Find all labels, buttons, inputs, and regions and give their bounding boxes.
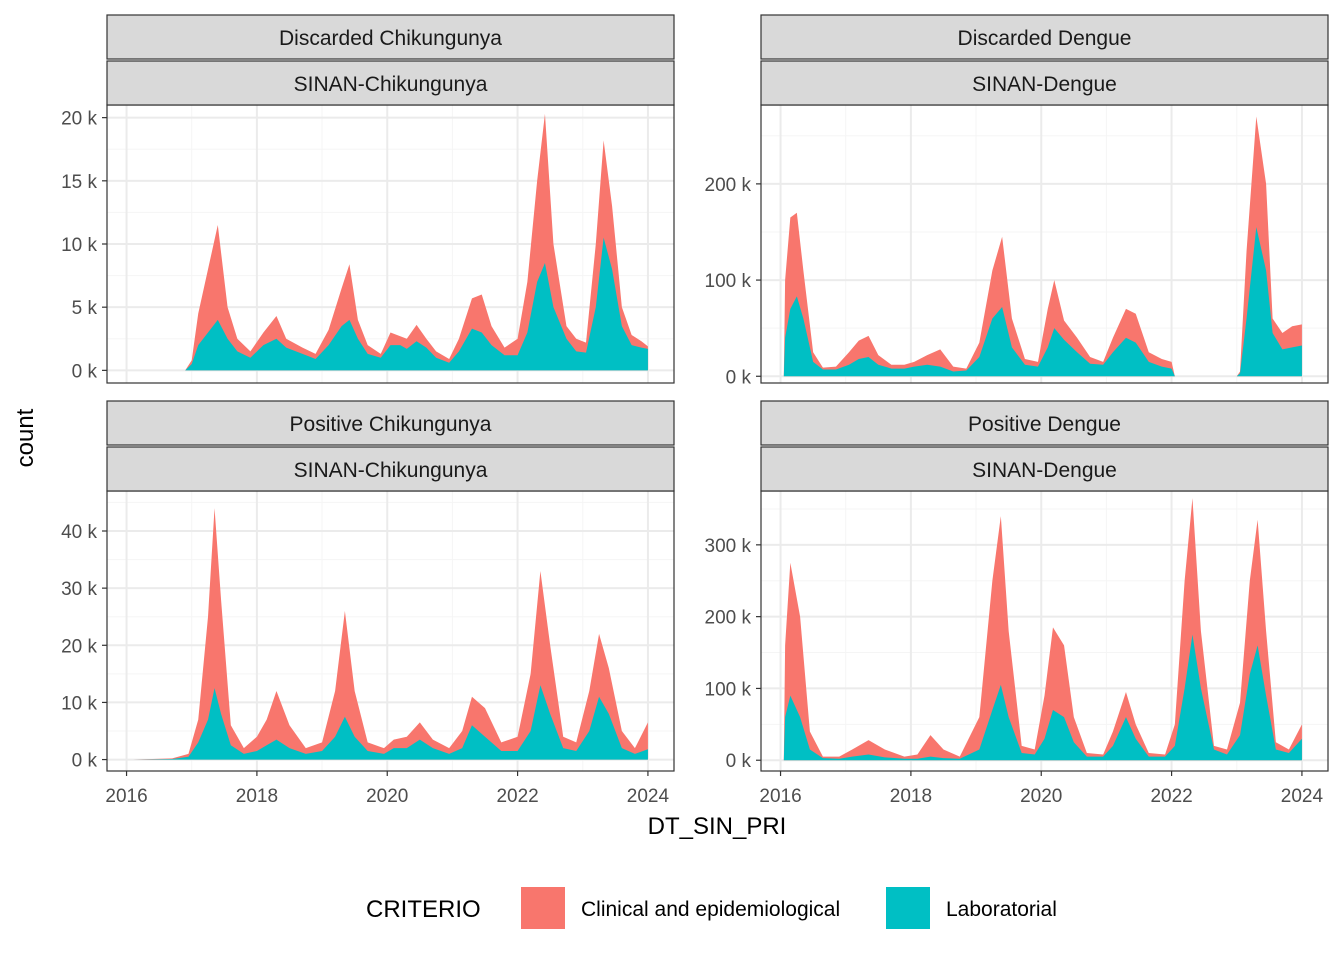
strip-top-label: Positive Chikungunya	[290, 413, 492, 436]
facet-panel: Discarded Chikungunya SINAN-Chikungunya 0 …	[61, 14, 675, 384]
y-axis-title: count	[12, 408, 39, 467]
x-tick-label: 2016	[759, 786, 801, 807]
y-tick-label: 40 k	[61, 522, 97, 543]
facet-panels: Discarded Chikungunya SINAN-Chikungunya 0 …	[61, 14, 1329, 807]
legend-key-clinical	[521, 887, 565, 929]
x-tick-label: 2024	[627, 786, 670, 807]
x-tick-label: 2020	[1020, 786, 1062, 807]
y-tick-label: 20 k	[61, 109, 97, 130]
y-tick-label: 10 k	[61, 693, 97, 714]
strip-top-background	[760, 400, 1329, 446]
x-tick-label: 2018	[236, 786, 278, 807]
x-tick-label: 2024	[1281, 786, 1324, 807]
y-tick-label: 100 k	[705, 679, 752, 700]
x-tick-label: 2020	[366, 786, 408, 807]
y-tick-label: 0 k	[726, 367, 752, 388]
strip-top-background	[106, 14, 675, 60]
strip-bottom-label: SINAN-Dengue	[972, 73, 1117, 96]
y-tick-label: 200 k	[705, 608, 752, 629]
legend-key-laboratorial	[886, 887, 930, 929]
strip-bottom-label: SINAN-Chikungunya	[294, 459, 488, 482]
y-tick-label: 30 k	[61, 579, 97, 600]
legend-label-laboratorial: Laboratorial	[946, 898, 1057, 921]
facet-panel: Discarded Dengue SINAN-Dengue 0 k 100 k 200 …	[705, 14, 1329, 388]
x-tick-label: 2018	[890, 786, 932, 807]
area-laboratorial	[783, 634, 1302, 761]
strip-bottom-background	[106, 446, 675, 492]
legend-title: CRITERIO	[366, 896, 481, 923]
y-tick-label: 200 k	[705, 175, 752, 196]
y-tick-label: 100 k	[705, 271, 752, 292]
legend: CRITERIO Clinical and epidemiological La…	[366, 887, 1057, 929]
x-axis-title: DT_SIN_PRI	[648, 813, 787, 840]
y-tick-label: 15 k	[61, 172, 97, 193]
area-laboratorial	[133, 685, 648, 760]
x-tick-label: 2022	[496, 786, 538, 807]
strip-bottom-label: SINAN-Chikungunya	[294, 73, 488, 96]
strip-bottom-background	[760, 446, 1329, 492]
area-laboratorial	[185, 237, 648, 371]
x-tick-label: 2016	[105, 786, 147, 807]
strip-bottom-background	[106, 60, 675, 106]
strip-top-background	[106, 400, 675, 446]
strip-bottom-label: SINAN-Dengue	[972, 459, 1117, 482]
y-tick-label: 20 k	[61, 636, 97, 657]
y-tick-label: 5 k	[72, 298, 98, 319]
strip-bottom-background	[760, 60, 1329, 106]
area-clinical	[185, 113, 648, 371]
facet-panel: Positive Chikungunya SINAN-Chikungunya 0 k…	[61, 400, 675, 807]
strip-top-label: Positive Dengue	[968, 413, 1121, 436]
x-tick-label: 2022	[1150, 786, 1192, 807]
y-tick-label: 300 k	[705, 536, 752, 557]
y-tick-label: 0 k	[72, 361, 98, 382]
strip-top-label: Discarded Chikungunya	[279, 27, 502, 50]
legend-label-clinical: Clinical and epidemiological	[581, 898, 840, 921]
y-tick-label: 0 k	[72, 751, 98, 772]
y-tick-label: 10 k	[61, 235, 97, 256]
strip-top-background	[760, 14, 1329, 60]
area-laboratorial	[783, 227, 1302, 377]
strip-top-label: Discarded Dengue	[958, 27, 1132, 50]
facet-panel: Positive Dengue SINAN-Dengue 0 k 100 k 200 k…	[705, 400, 1329, 807]
y-tick-label: 0 k	[726, 751, 752, 772]
